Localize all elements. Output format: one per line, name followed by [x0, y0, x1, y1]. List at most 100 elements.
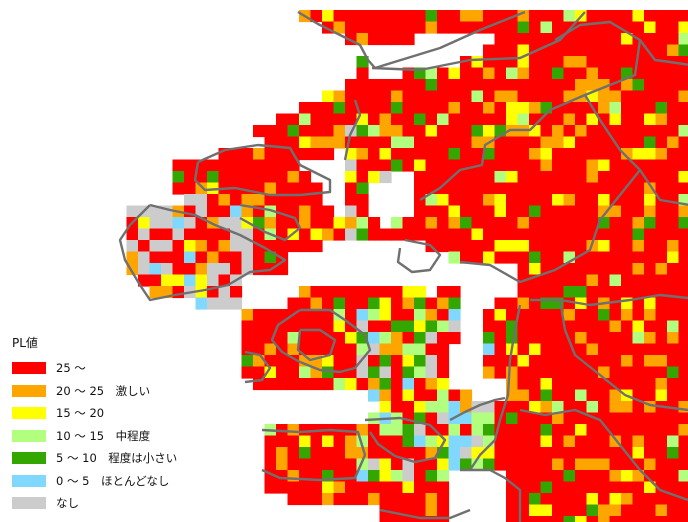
- pl-grid-cell: [460, 240, 473, 253]
- pl-grid-cell: [368, 136, 381, 149]
- pl-grid-cell: [471, 205, 484, 218]
- pl-grid-cell: [448, 10, 461, 23]
- pl-grid-cell: [414, 205, 427, 218]
- pl-grid-cell: [310, 217, 323, 230]
- pl-grid-cell: [517, 320, 530, 333]
- pl-grid-cell: [575, 332, 588, 345]
- pl-grid-cell: [322, 332, 335, 345]
- pl-grid-cell: [621, 79, 634, 92]
- pl-grid-cell: [437, 401, 450, 414]
- pl-grid-cell: [655, 182, 668, 195]
- pl-grid-cell: [356, 194, 369, 207]
- pl-grid-cell: [207, 297, 220, 310]
- pl-grid-cell: [632, 424, 645, 437]
- pl-grid-cell: [655, 343, 668, 356]
- pl-grid-cell: [172, 274, 185, 287]
- pl-grid-cell: [207, 228, 220, 241]
- pl-grid-cell: [586, 447, 599, 460]
- pl-grid-cell: [678, 194, 688, 207]
- pl-grid-cell: [356, 217, 369, 230]
- pl-grid-cell: [253, 251, 266, 264]
- pl-grid-cell: [448, 458, 461, 471]
- pl-grid-cell: [391, 148, 404, 161]
- pl-grid-cell: [598, 447, 611, 460]
- pl-grid-cell: [264, 194, 277, 207]
- pl-grid-cell: [402, 10, 415, 23]
- pl-grid-cell: [678, 102, 688, 115]
- pl-grid-cell: [368, 424, 381, 437]
- pl-grid-cell: [264, 366, 277, 379]
- pl-grid-cell: [471, 90, 484, 103]
- pl-grid-cell: [253, 320, 266, 333]
- pl-grid-cell: [621, 159, 634, 172]
- pl-grid-cell: [368, 10, 381, 23]
- pl-grid-cell: [437, 297, 450, 310]
- pl-grid-cell: [345, 90, 358, 103]
- pl-grid-cell: [540, 240, 553, 253]
- pl-grid-cell: [632, 251, 645, 264]
- pl-grid-cell: [678, 240, 688, 253]
- pl-grid-cell: [333, 481, 346, 494]
- pl-grid-cell: [598, 435, 611, 448]
- pl-grid-cell: [322, 125, 335, 138]
- pl-grid-cell: [655, 412, 668, 425]
- legend-swatch: [12, 452, 46, 465]
- pl-grid-cell: [586, 205, 599, 218]
- pl-grid-cell: [264, 159, 277, 172]
- pl-grid-cell: [609, 366, 622, 379]
- pl-grid-cell: [322, 458, 335, 471]
- pl-grid-cell: [632, 435, 645, 448]
- pl-grid-cell: [414, 102, 427, 115]
- pl-grid-cell: [379, 458, 392, 471]
- pl-grid-cell: [322, 355, 335, 368]
- pl-grid-cell: [540, 424, 553, 437]
- pl-grid-cell: [333, 102, 346, 115]
- pl-grid-cell: [448, 435, 461, 448]
- pl-grid-cell: [586, 401, 599, 414]
- pl-grid-cell: [609, 424, 622, 437]
- pl-grid-cell: [517, 389, 530, 402]
- pl-grid-cell: [356, 21, 369, 34]
- pl-grid-cell: [552, 228, 565, 241]
- pl-grid-cell: [598, 90, 611, 103]
- pl-grid-cell: [678, 33, 688, 46]
- pl-grid-cell: [437, 332, 450, 345]
- pl-grid-cell: [230, 159, 243, 172]
- pl-grid-cell: [609, 447, 622, 460]
- pl-grid-cell: [333, 228, 346, 241]
- pl-grid-cell: [494, 136, 507, 149]
- pl-grid-cell: [379, 366, 392, 379]
- pl-grid-cell: [667, 67, 680, 80]
- pl-grid-cell: [437, 102, 450, 115]
- pl-grid-cell: [471, 79, 484, 92]
- pl-grid-cell: [678, 79, 688, 92]
- pl-grid-cell: [310, 228, 323, 241]
- pl-grid-cell: [195, 171, 208, 184]
- pl-grid-cell: [517, 79, 530, 92]
- pl-grid-cell: [575, 493, 588, 506]
- pl-grid-cell: [552, 286, 565, 299]
- pl-grid-cell: [138, 263, 151, 276]
- pl-grid-cell: [276, 355, 289, 368]
- pl-grid-cell: [563, 44, 576, 57]
- pl-grid-cell: [379, 401, 392, 414]
- pl-grid-cell: [287, 470, 300, 483]
- pl-grid-cell: [483, 458, 496, 471]
- pl-grid-cell: [678, 412, 688, 425]
- pl-grid-cell: [333, 458, 346, 471]
- pl-grid-cell: [425, 297, 438, 310]
- pl-grid-cell: [425, 90, 438, 103]
- pl-grid-cell: [517, 205, 530, 218]
- pl-grid-cell: [437, 470, 450, 483]
- pl-grid-cell: [517, 435, 530, 448]
- pl-grid-cell: [460, 90, 473, 103]
- pl-grid-cell: [529, 481, 542, 494]
- pl-grid-cell: [621, 355, 634, 368]
- pl-grid-cell: [322, 205, 335, 218]
- pl-grid-cell: [563, 389, 576, 402]
- pl-grid-cell: [310, 182, 323, 195]
- pl-grid-cell: [195, 251, 208, 264]
- pl-grid-cell: [494, 33, 507, 46]
